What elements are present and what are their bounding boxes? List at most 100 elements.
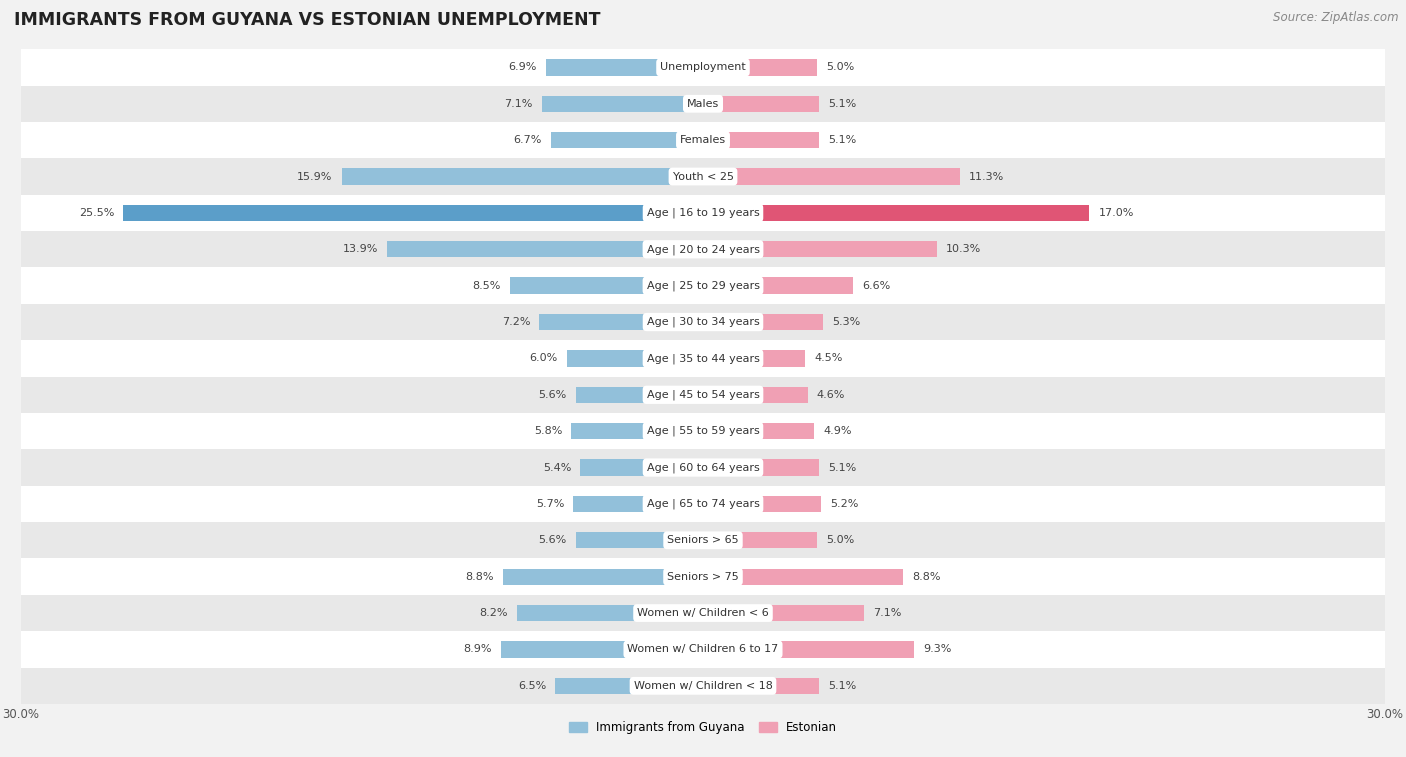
Text: 5.2%: 5.2%	[831, 499, 859, 509]
Bar	[703, 350, 806, 366]
Bar	[21, 631, 1385, 668]
Text: Age | 35 to 44 years: Age | 35 to 44 years	[647, 354, 759, 363]
Bar	[703, 314, 824, 330]
Text: Women w/ Children < 6: Women w/ Children < 6	[637, 608, 769, 618]
Text: Females: Females	[681, 136, 725, 145]
Text: 5.1%: 5.1%	[828, 136, 856, 145]
Bar	[21, 304, 1385, 340]
Text: 4.5%: 4.5%	[814, 354, 842, 363]
Text: IMMIGRANTS FROM GUYANA VS ESTONIAN UNEMPLOYMENT: IMMIGRANTS FROM GUYANA VS ESTONIAN UNEMP…	[14, 11, 600, 30]
Bar	[21, 340, 1385, 376]
Bar	[703, 496, 821, 512]
Text: 10.3%: 10.3%	[946, 245, 981, 254]
Bar	[21, 49, 1385, 86]
Text: Youth < 25: Youth < 25	[672, 172, 734, 182]
Bar	[703, 168, 960, 185]
Bar	[703, 204, 1090, 221]
Text: 8.9%: 8.9%	[463, 644, 492, 655]
Text: 6.0%: 6.0%	[529, 354, 558, 363]
Text: Age | 25 to 29 years: Age | 25 to 29 years	[647, 280, 759, 291]
Bar	[21, 522, 1385, 559]
Text: 6.6%: 6.6%	[862, 281, 890, 291]
Text: Age | 55 to 59 years: Age | 55 to 59 years	[647, 426, 759, 437]
Text: 5.1%: 5.1%	[828, 98, 856, 109]
Text: 5.1%: 5.1%	[828, 463, 856, 472]
Bar	[510, 278, 703, 294]
Bar	[124, 204, 703, 221]
Text: 4.9%: 4.9%	[824, 426, 852, 436]
Text: Age | 30 to 34 years: Age | 30 to 34 years	[647, 316, 759, 327]
Text: Seniors > 65: Seniors > 65	[668, 535, 738, 545]
Bar	[21, 486, 1385, 522]
Bar	[703, 459, 818, 475]
Bar	[575, 532, 703, 549]
Text: Seniors > 75: Seniors > 75	[666, 572, 740, 581]
Text: 4.6%: 4.6%	[817, 390, 845, 400]
Bar	[581, 459, 703, 475]
Text: 6.5%: 6.5%	[517, 681, 546, 691]
Text: 11.3%: 11.3%	[969, 172, 1004, 182]
Bar	[703, 387, 807, 403]
Bar	[703, 132, 818, 148]
Bar	[516, 605, 703, 621]
Text: Age | 20 to 24 years: Age | 20 to 24 years	[647, 244, 759, 254]
Bar	[21, 267, 1385, 304]
Text: 6.7%: 6.7%	[513, 136, 541, 145]
Bar	[501, 641, 703, 658]
Text: 7.1%: 7.1%	[873, 608, 901, 618]
Text: 5.3%: 5.3%	[832, 317, 860, 327]
Text: 5.4%: 5.4%	[543, 463, 571, 472]
Text: 8.2%: 8.2%	[479, 608, 508, 618]
Text: 5.1%: 5.1%	[828, 681, 856, 691]
Text: 5.0%: 5.0%	[825, 62, 853, 73]
Text: Age | 60 to 64 years: Age | 60 to 64 years	[647, 463, 759, 473]
Bar	[574, 496, 703, 512]
Bar	[703, 59, 817, 76]
Bar	[21, 122, 1385, 158]
Bar	[575, 387, 703, 403]
Text: 15.9%: 15.9%	[297, 172, 332, 182]
Bar	[503, 569, 703, 585]
Bar	[703, 95, 818, 112]
Bar	[21, 231, 1385, 267]
Text: Males: Males	[688, 98, 718, 109]
Bar	[703, 605, 865, 621]
Bar	[703, 641, 914, 658]
Text: 5.0%: 5.0%	[825, 535, 853, 545]
Bar	[703, 423, 814, 439]
Text: 5.6%: 5.6%	[538, 390, 567, 400]
Text: 5.6%: 5.6%	[538, 535, 567, 545]
Bar	[555, 678, 703, 694]
Text: 7.1%: 7.1%	[505, 98, 533, 109]
Bar	[21, 413, 1385, 450]
Bar	[387, 241, 703, 257]
Bar	[703, 678, 818, 694]
Bar	[551, 132, 703, 148]
Text: 5.8%: 5.8%	[534, 426, 562, 436]
Text: 7.2%: 7.2%	[502, 317, 530, 327]
Bar	[21, 595, 1385, 631]
Text: 8.8%: 8.8%	[912, 572, 941, 581]
Bar	[567, 350, 703, 366]
Bar	[540, 314, 703, 330]
Text: 5.7%: 5.7%	[536, 499, 564, 509]
Bar	[703, 241, 938, 257]
Text: 9.3%: 9.3%	[924, 644, 952, 655]
Text: 8.8%: 8.8%	[465, 572, 494, 581]
Bar	[703, 532, 817, 549]
Bar	[21, 376, 1385, 413]
Bar	[21, 450, 1385, 486]
Bar	[21, 158, 1385, 195]
Text: Source: ZipAtlas.com: Source: ZipAtlas.com	[1274, 11, 1399, 24]
Text: Women w/ Children < 18: Women w/ Children < 18	[634, 681, 772, 691]
Text: 25.5%: 25.5%	[79, 208, 114, 218]
Text: Age | 16 to 19 years: Age | 16 to 19 years	[647, 207, 759, 218]
Bar	[703, 278, 853, 294]
Legend: Immigrants from Guyana, Estonian: Immigrants from Guyana, Estonian	[565, 718, 841, 737]
Bar	[546, 59, 703, 76]
Text: 13.9%: 13.9%	[343, 245, 378, 254]
Bar	[21, 195, 1385, 231]
Text: 8.5%: 8.5%	[472, 281, 501, 291]
Text: Age | 45 to 54 years: Age | 45 to 54 years	[647, 390, 759, 400]
Text: 6.9%: 6.9%	[509, 62, 537, 73]
